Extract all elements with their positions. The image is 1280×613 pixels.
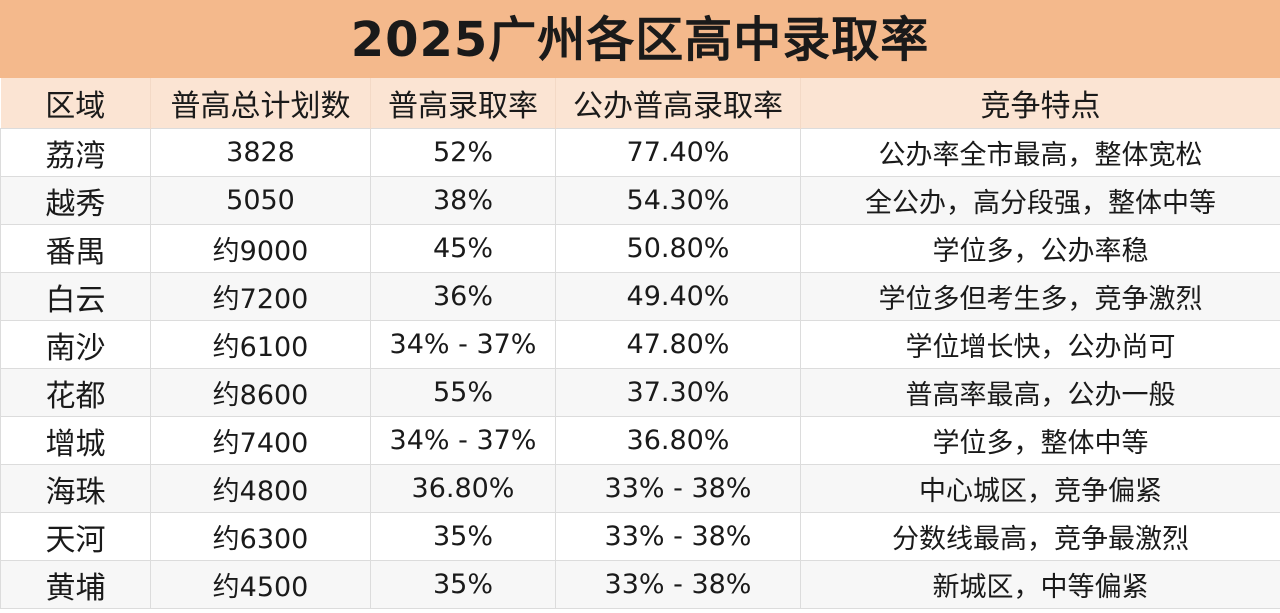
table-cell: 约7200: [150, 272, 371, 321]
table-cell: 47.80%: [555, 320, 801, 369]
table-row: 天河 约6300 35% 33% - 38% 分数线最高，竞争最激烈: [0, 512, 1280, 561]
table-cell: 番禺: [0, 224, 151, 273]
header-cell: 普高录取率: [370, 78, 556, 129]
table-cell: 约8600: [150, 368, 371, 417]
table-cell: 白云: [0, 272, 151, 321]
table-row: 增城 约7400 34% - 37% 36.80% 学位多，整体中等: [0, 416, 1280, 465]
table-cell: 34% - 37%: [370, 320, 556, 369]
table-body: 荔湾 3828 52% 77.40% 公办率全市最高，整体宽松 越秀 5050 38% 54.3…: [0, 128, 1280, 609]
header-cell: 竞争特点: [800, 78, 1280, 129]
table-cell: 约7400: [150, 416, 371, 465]
table-cell: 36%: [370, 272, 556, 321]
table-cell: 52%: [370, 128, 556, 177]
table-cell: 35%: [370, 512, 556, 561]
table-cell: 南沙: [0, 320, 151, 369]
table-cell: 天河: [0, 512, 151, 561]
table-cell: 54.30%: [555, 176, 801, 225]
table-cell: 约6100: [150, 320, 371, 369]
table-row: 花都 约8600 55% 37.30% 普高率最高，公办一般: [0, 368, 1280, 417]
table-cell: 36.80%: [555, 416, 801, 465]
table-cell: 约4500: [150, 560, 371, 609]
table-cell: 49.40%: [555, 272, 801, 321]
table-cell: 约6300: [150, 512, 371, 561]
table-cell: 分数线最高，竞争最激烈: [800, 512, 1280, 561]
table-cell: 黄埔: [0, 560, 151, 609]
table-cell: 学位多但考生多，竞争激烈: [800, 272, 1280, 321]
table-row: 越秀 5050 38% 54.30% 全公办，高分段强，整体中等: [0, 176, 1280, 225]
table-cell: 约9000: [150, 224, 371, 273]
table-cell: 新城区，中等偏紧: [800, 560, 1280, 609]
table-cell: 34% - 37%: [370, 416, 556, 465]
table-cell: 37.30%: [555, 368, 801, 417]
table-cell: 5050: [150, 176, 371, 225]
table-cell: 33% - 38%: [555, 512, 801, 561]
header-cell: 区域: [0, 78, 151, 129]
table-cell: 学位多，整体中等: [800, 416, 1280, 465]
table-cell: 55%: [370, 368, 556, 417]
header-cell: 普高总计划数: [150, 78, 371, 129]
table-cell: 花都: [0, 368, 151, 417]
table-row: 番禺 约9000 45% 50.80% 学位多，公办率稳: [0, 224, 1280, 273]
header-cell: 公办普高录取率: [555, 78, 801, 129]
table-cell: 约4800: [150, 464, 371, 513]
title: 2025广州各区高中录取率: [0, 0, 1280, 78]
header-row: 区域 普高总计划数 普高录取率 公办普高录取率 竞争特点: [0, 78, 1280, 129]
table-cell: 33% - 38%: [555, 464, 801, 513]
table-cell: 荔湾: [0, 128, 151, 177]
table-cell: 36.80%: [370, 464, 556, 513]
table-cell: 学位增长快，公办尚可: [800, 320, 1280, 369]
table-cell: 77.40%: [555, 128, 801, 177]
table-cell: 公办率全市最高，整体宽松: [800, 128, 1280, 177]
table-cell: 学位多，公办率稳: [800, 224, 1280, 273]
table-row: 海珠 约4800 36.80% 33% - 38% 中心城区，竞争偏紧: [0, 464, 1280, 513]
table-cell: 中心城区，竞争偏紧: [800, 464, 1280, 513]
table-cell: 45%: [370, 224, 556, 273]
table-cell: 普高率最高，公办一般: [800, 368, 1280, 417]
table-cell: 增城: [0, 416, 151, 465]
table-row: 白云 约7200 36% 49.40% 学位多但考生多，竞争激烈: [0, 272, 1280, 321]
table-row: 黄埔 约4500 35% 33% - 38% 新城区，中等偏紧: [0, 560, 1280, 609]
table-cell: 3828: [150, 128, 371, 177]
admission-table: 区域 普高总计划数 普高录取率 公办普高录取率 竞争特点 荔湾 3828 52% 77.40%…: [0, 78, 1280, 609]
table-row: 荔湾 3828 52% 77.40% 公办率全市最高，整体宽松: [0, 128, 1280, 177]
table-cell: 越秀: [0, 176, 151, 225]
table-cell: 38%: [370, 176, 556, 225]
table-header: 区域 普高总计划数 普高录取率 公办普高录取率 竞争特点: [0, 78, 1280, 129]
table-cell: 50.80%: [555, 224, 801, 273]
table-cell: 海珠: [0, 464, 151, 513]
table-row: 南沙 约6100 34% - 37% 47.80% 学位增长快，公办尚可: [0, 320, 1280, 369]
table-cell: 全公办，高分段强，整体中等: [800, 176, 1280, 225]
table-cell: 33% - 38%: [555, 560, 801, 609]
table-cell: 35%: [370, 560, 556, 609]
